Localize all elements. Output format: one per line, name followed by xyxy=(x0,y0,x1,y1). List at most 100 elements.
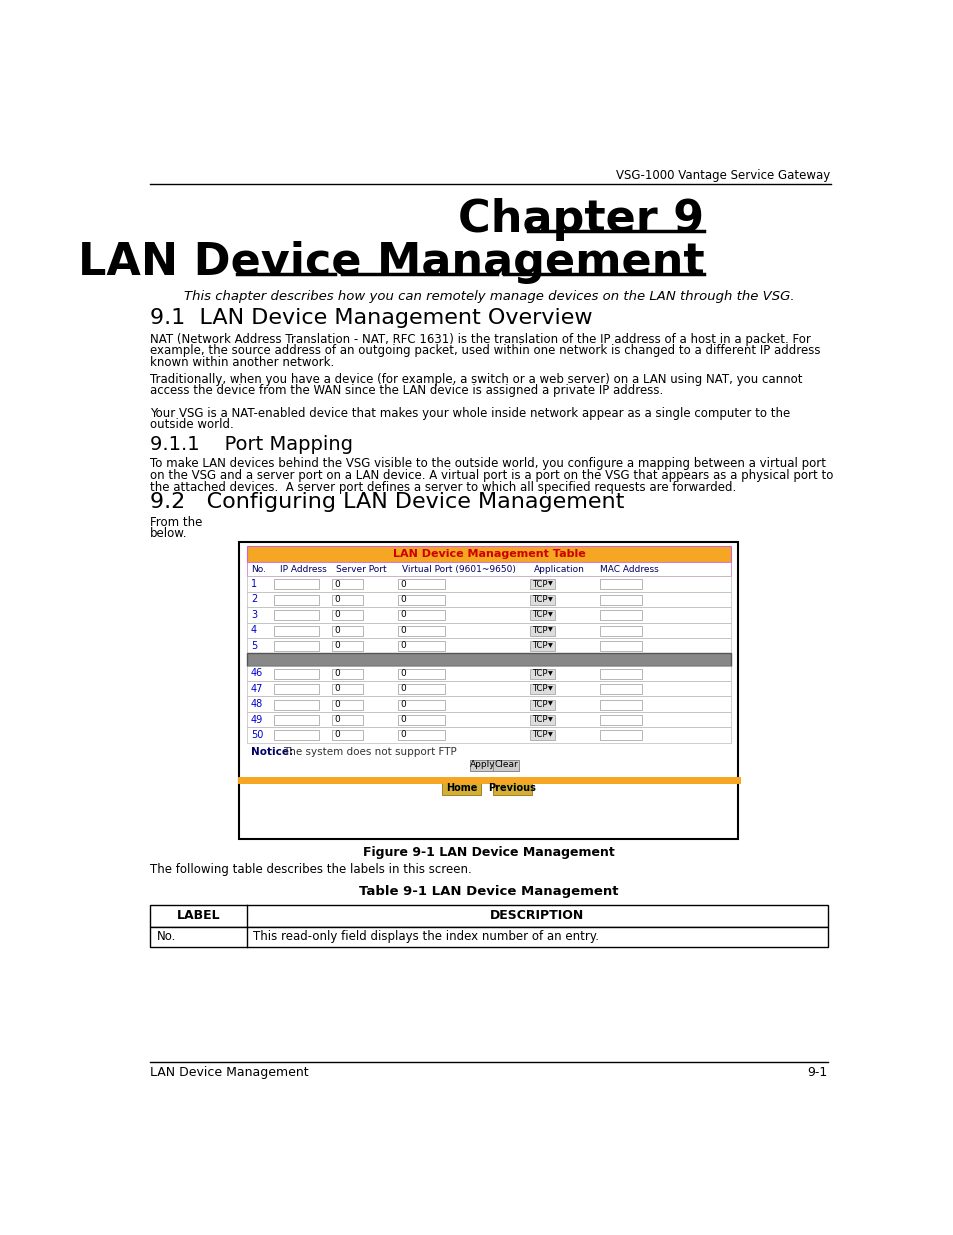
Bar xyxy=(530,699,555,710)
Text: DESCRIPTION: DESCRIPTION xyxy=(490,909,584,923)
Bar xyxy=(247,727,730,742)
Bar xyxy=(599,684,641,694)
Text: Traditionally, when you have a device (for example, a switch or a web server) on: Traditionally, when you have a device (f… xyxy=(150,373,801,385)
Text: 9.1  LAN Device Management Overview: 9.1 LAN Device Management Overview xyxy=(150,308,592,327)
Bar xyxy=(332,684,363,694)
Bar xyxy=(530,684,555,694)
Bar xyxy=(397,626,444,636)
Text: TCP: TCP xyxy=(531,641,546,650)
Text: ▼: ▼ xyxy=(547,627,552,632)
Bar xyxy=(397,595,444,605)
Text: 47: 47 xyxy=(251,684,263,694)
Text: NAT (Network Address Translation - NAT, RFC 1631) is the translation of the IP a: NAT (Network Address Translation - NAT, … xyxy=(150,332,810,346)
Text: TCP: TCP xyxy=(531,610,546,619)
Text: IP Address: IP Address xyxy=(279,564,326,574)
Text: Virtual Port (9601~9650): Virtual Port (9601~9650) xyxy=(402,564,516,574)
Bar xyxy=(332,715,363,725)
Bar xyxy=(397,684,444,694)
Text: TCP: TCP xyxy=(531,626,546,635)
Bar xyxy=(599,641,641,651)
Bar xyxy=(332,699,363,710)
Text: Clear: Clear xyxy=(494,761,517,769)
Bar xyxy=(530,579,555,589)
Text: The system does not support FTP: The system does not support FTP xyxy=(282,747,456,757)
Bar xyxy=(274,595,319,605)
Bar xyxy=(530,626,555,636)
Text: Notice:: Notice: xyxy=(251,747,293,757)
Bar xyxy=(247,653,730,666)
Text: LABEL: LABEL xyxy=(176,909,220,923)
Text: known within another network.: known within another network. xyxy=(150,356,335,369)
Bar xyxy=(332,595,363,605)
Bar xyxy=(150,905,827,926)
Text: on the VSG and a server port on a LAN device. A virtual port is a port on the VS: on the VSG and a server port on a LAN de… xyxy=(150,469,833,482)
Bar xyxy=(397,610,444,620)
Text: 49: 49 xyxy=(251,715,263,725)
Text: 0: 0 xyxy=(400,700,406,709)
Text: 0: 0 xyxy=(400,595,406,604)
Text: ▼: ▼ xyxy=(547,643,552,648)
Text: 2: 2 xyxy=(251,594,257,604)
Bar xyxy=(397,641,444,651)
Text: 0: 0 xyxy=(335,700,340,709)
Text: MAC Address: MAC Address xyxy=(599,564,658,574)
Bar xyxy=(469,760,496,771)
Text: Server Port: Server Port xyxy=(335,564,387,574)
Text: 0: 0 xyxy=(400,610,406,619)
Bar xyxy=(397,715,444,725)
Text: 0: 0 xyxy=(400,579,406,589)
Text: Figure 9-1 LAN Device Management: Figure 9-1 LAN Device Management xyxy=(363,846,614,860)
Bar xyxy=(397,699,444,710)
Bar xyxy=(493,760,518,771)
Text: 0: 0 xyxy=(335,610,340,619)
Bar xyxy=(247,622,730,638)
Text: This read-only field displays the index number of an entry.: This read-only field displays the index … xyxy=(253,930,598,944)
Bar xyxy=(599,595,641,605)
Text: example, the source address of an outgoing packet, used within one network is ch: example, the source address of an outgoi… xyxy=(150,345,820,357)
Text: Previous: Previous xyxy=(488,783,536,793)
Text: VSG-1000 Vantage Service Gateway: VSG-1000 Vantage Service Gateway xyxy=(616,169,830,183)
Bar xyxy=(599,626,641,636)
Text: 0: 0 xyxy=(400,715,406,724)
Bar xyxy=(274,684,319,694)
Bar xyxy=(332,668,363,679)
Text: 50: 50 xyxy=(251,730,263,740)
Text: 9.2   Configuring LAN Device Management: 9.2 Configuring LAN Device Management xyxy=(150,493,624,513)
Bar xyxy=(247,711,730,727)
Bar xyxy=(530,715,555,725)
Bar xyxy=(247,608,730,622)
Text: ▼: ▼ xyxy=(547,718,552,722)
Bar xyxy=(599,579,641,589)
Text: The following table describes the labels in this screen.: The following table describes the labels… xyxy=(150,863,472,876)
Text: access the device from the WAN since the LAN device is assigned a private IP add: access the device from the WAN since the… xyxy=(150,384,662,398)
Bar xyxy=(247,666,730,680)
Text: 0: 0 xyxy=(335,626,340,635)
Bar xyxy=(247,546,730,562)
Bar xyxy=(599,610,641,620)
Bar xyxy=(274,668,319,679)
Text: To make LAN devices behind the VSG visible to the outside world, you configure a: To make LAN devices behind the VSG visib… xyxy=(150,457,825,471)
Text: TCP: TCP xyxy=(531,595,546,604)
Bar xyxy=(247,638,730,653)
Text: 0: 0 xyxy=(335,579,340,589)
Bar xyxy=(332,610,363,620)
Text: TCP: TCP xyxy=(531,669,546,678)
Text: ▼: ▼ xyxy=(547,701,552,706)
Text: 0: 0 xyxy=(335,730,340,740)
Text: Table 9-1 LAN Device Management: Table 9-1 LAN Device Management xyxy=(358,884,618,898)
Text: 9.1.1    Port Mapping: 9.1.1 Port Mapping xyxy=(150,435,353,454)
Text: LAN Device Management: LAN Device Management xyxy=(150,1067,309,1079)
Text: 48: 48 xyxy=(251,699,263,709)
Text: 0: 0 xyxy=(335,684,340,693)
Bar xyxy=(274,579,319,589)
Bar xyxy=(150,926,827,947)
Text: Application: Application xyxy=(534,564,584,574)
Text: No.: No. xyxy=(251,564,266,574)
Bar xyxy=(247,680,730,697)
Text: 0: 0 xyxy=(400,641,406,650)
Bar xyxy=(530,730,555,740)
Bar xyxy=(599,668,641,679)
Bar xyxy=(274,730,319,740)
Bar xyxy=(247,577,730,592)
Text: 0: 0 xyxy=(400,669,406,678)
